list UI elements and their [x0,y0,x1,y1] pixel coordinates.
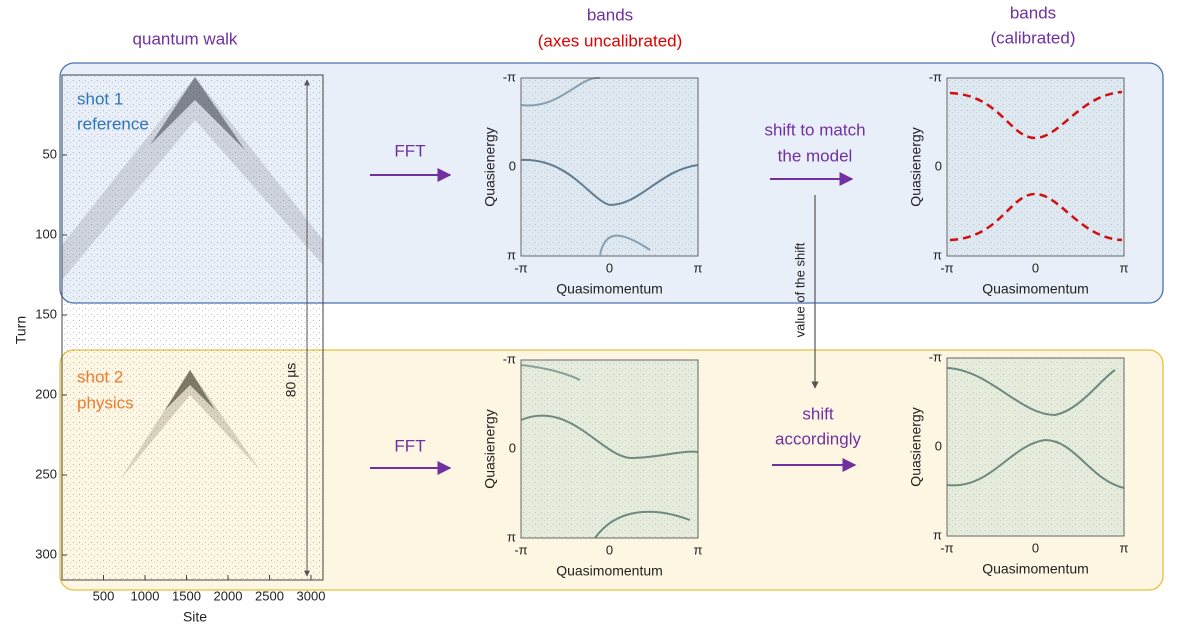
walk-noise [62,75,323,580]
y-tick-label: -π [503,351,516,366]
step-label: the model [778,146,853,165]
band-curve [599,234,651,256]
shot-label: shot 2 [77,367,123,386]
band-noise [947,78,1124,256]
x-label: Quasimomentum [556,281,663,297]
walk-plot: 80 µs Site Turn [13,74,324,625]
band-curve [520,158,699,207]
y-tick-label: -π [503,69,516,84]
x-tick-label: 2500 [255,588,284,603]
y-tick-label: 150 [35,306,57,321]
y-tick-label: 0 [935,438,942,453]
x-tick-label: π [694,542,703,557]
band-axes [946,77,1125,257]
y-label: Quasienergy [908,407,924,486]
transfer-label: value of the shift [792,242,807,337]
shot-label: physics [77,393,134,412]
band-axes [520,359,699,539]
x-tick-label: -π [940,260,953,275]
y-tick-label: π [933,527,942,542]
band-curve [946,367,1116,417]
walk-cone [165,370,215,410]
y-label: Quasienergy [908,127,924,206]
y-tick-label: 300 [35,546,57,561]
x-tick-label: 1500 [172,588,201,603]
y-tick-label: 200 [35,386,57,401]
x-label: Quasimomentum [556,563,663,579]
walk-cone [62,77,323,280]
band-curve [594,510,691,539]
step-label: accordingly [775,429,861,448]
band-curve [520,364,581,381]
y-tick-label: 50 [43,146,57,161]
band-axes [946,357,1125,537]
x-tick-label: -π [940,540,953,555]
shot-label: shot 1 [77,89,123,108]
fft-label: FFT [394,436,425,455]
x-tick-label: 2000 [214,588,243,603]
y-tick-label: π [507,529,516,544]
x-tick-label: π [1120,260,1129,275]
y-tick-label: -π [929,349,942,364]
x-tick-label: π [1120,540,1129,555]
walk-cone [120,370,260,480]
header: quantum walk [133,29,238,48]
y-label: Turn [13,316,29,344]
walk-cone [150,77,245,150]
x-label: Site [183,609,207,625]
step-label: shift [802,404,833,423]
header: bands [587,5,633,24]
x-tick-label: π [694,260,703,275]
y-tick-label: -π [929,69,942,84]
y-label: Quasienergy [482,127,498,206]
x-label: Quasimomentum [982,281,1089,297]
duration: 80 µs [283,363,299,398]
x-tick-label: -π [514,542,527,557]
y-tick-label: π [507,247,516,262]
walk-axes [61,74,324,581]
header: bands [1010,3,1056,22]
band-noise [521,78,698,256]
shot-label: reference [77,114,149,133]
band-axes [520,77,699,257]
y-label: Quasienergy [482,409,498,488]
x-tick-label: 1000 [131,588,160,603]
band-curve [949,90,1123,140]
y-tick-label: 0 [935,158,942,173]
fft-label: FFT [394,141,425,160]
x-tick-label: 0 [1032,540,1039,555]
band-curve [520,414,699,460]
band-curve [946,438,1125,489]
y-tick-label: π [933,247,942,262]
x-label: Quasimomentum [982,561,1089,577]
y-tick-label: 100 [35,226,57,241]
x-tick-label: 500 [93,588,115,603]
header: (axes uncalibrated) [538,31,683,50]
header: (calibrated) [990,28,1075,47]
y-tick-label: 250 [35,466,57,481]
step-label: shift to match [764,120,865,139]
x-tick-label: 3000 [297,588,326,603]
x-tick-label: 0 [606,542,613,557]
y-tick-label: 0 [509,440,516,455]
x-tick-label: -π [514,260,527,275]
x-tick-label: 0 [606,260,613,275]
x-tick-label: 0 [1032,260,1039,275]
y-tick-label: 0 [509,158,516,173]
